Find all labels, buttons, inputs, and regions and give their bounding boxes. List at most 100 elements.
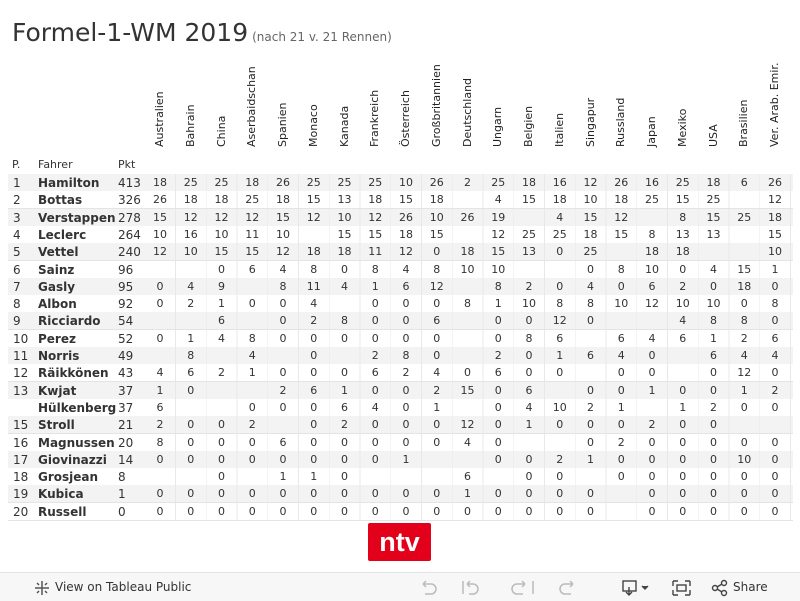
result: 2 — [679, 279, 687, 293]
result: 0 — [402, 435, 410, 449]
driver: Grosjean — [38, 470, 99, 485]
result: 0 — [494, 452, 502, 466]
result: 0 — [587, 418, 594, 432]
result: 25 — [583, 245, 598, 259]
driver: Albon — [38, 297, 77, 312]
result: 2 — [740, 331, 748, 345]
result: 0 — [187, 418, 195, 432]
points: 54 — [118, 314, 134, 329]
result: 18 — [737, 279, 752, 293]
result: 1 — [710, 331, 717, 345]
result: 25 — [214, 176, 229, 189]
result: 6 — [556, 331, 564, 345]
result: 0 — [771, 452, 779, 466]
result: 0 — [648, 487, 656, 501]
toolbar: View on Tableau Public Share — [0, 572, 800, 601]
result: 8 — [402, 349, 410, 362]
result: 10 — [737, 452, 752, 466]
grid-area — [145, 260, 791, 278]
result: 4 — [248, 349, 256, 362]
race-header: Bahrain — [183, 104, 197, 147]
position: 16 — [13, 435, 29, 450]
result: 0 — [341, 331, 348, 345]
position: 2 — [13, 193, 21, 208]
result: 13 — [706, 227, 721, 241]
result: 12 — [276, 245, 290, 259]
result: 0 — [248, 297, 256, 311]
result: 0 — [740, 435, 748, 449]
result: 12 — [306, 210, 321, 224]
result: 2 — [525, 279, 533, 293]
points: 14 — [118, 452, 134, 467]
result: 0 — [679, 435, 687, 449]
result: 10 — [276, 227, 290, 241]
result: 18 — [337, 245, 352, 259]
result: 0 — [556, 487, 564, 501]
grid-area — [145, 225, 791, 243]
logo-text: ntv — [379, 527, 420, 557]
result: 0 — [218, 504, 225, 518]
points: 20 — [118, 435, 134, 450]
result: 0 — [279, 297, 287, 311]
col-header: P. — [12, 158, 21, 171]
position: 3 — [13, 210, 21, 225]
result: 0 — [587, 314, 594, 328]
result: 25 — [522, 227, 536, 241]
result: 0 — [740, 487, 748, 501]
result: 0 — [525, 487, 533, 501]
grid-area — [145, 243, 791, 261]
view-link[interactable]: View on Tableau Public — [55, 580, 192, 594]
points: 413 — [118, 176, 141, 190]
position: 8 — [13, 297, 21, 312]
race-header: Großbritannien — [429, 64, 443, 147]
result: 26 — [614, 176, 629, 189]
result: 25 — [552, 227, 567, 241]
result: 15 — [768, 227, 782, 241]
action-icons[interactable] — [620, 578, 750, 598]
result: 0 — [494, 435, 502, 449]
grid-area — [145, 398, 791, 416]
result: 2 — [556, 452, 564, 466]
result: 0 — [648, 366, 656, 380]
result: 0 — [187, 383, 195, 397]
result: 0 — [587, 262, 594, 276]
result: 15 — [368, 227, 383, 241]
result: 0 — [556, 366, 564, 380]
result: 8 — [310, 262, 318, 276]
result: 0 — [248, 504, 256, 518]
result: 0 — [402, 418, 410, 432]
result: 18 — [768, 210, 782, 224]
result: 0 — [556, 279, 564, 293]
result: 15 — [245, 245, 260, 259]
result: 0 — [433, 349, 441, 362]
result: 1 — [187, 331, 195, 345]
result: 0 — [156, 452, 164, 466]
result: 16 — [183, 227, 198, 241]
result: 15 — [399, 193, 413, 207]
race-header: USA — [706, 124, 720, 147]
result: 18 — [276, 193, 290, 207]
grid-area — [145, 450, 791, 468]
result: 16 — [645, 176, 659, 189]
grid-area — [145, 347, 791, 364]
share-button[interactable]: Share — [733, 580, 768, 594]
race-header: Russland — [614, 97, 628, 147]
position: 4 — [13, 227, 21, 242]
result: 0 — [556, 504, 564, 518]
position: 6 — [13, 262, 21, 277]
result: 0 — [740, 297, 748, 311]
result: 6 — [525, 383, 533, 397]
result: 0 — [464, 366, 471, 380]
result: 6 — [617, 331, 625, 345]
result: 10 — [614, 297, 629, 311]
grid-area — [145, 191, 791, 209]
points: 49 — [118, 349, 134, 363]
position: 19 — [13, 487, 29, 502]
result: 0 — [525, 314, 533, 328]
result: 6 — [248, 262, 256, 276]
result: 2 — [617, 435, 625, 449]
result: 4 — [187, 279, 195, 293]
result: 6 — [464, 470, 471, 484]
result: 10 — [429, 210, 444, 224]
driver: Stroll — [38, 418, 75, 433]
